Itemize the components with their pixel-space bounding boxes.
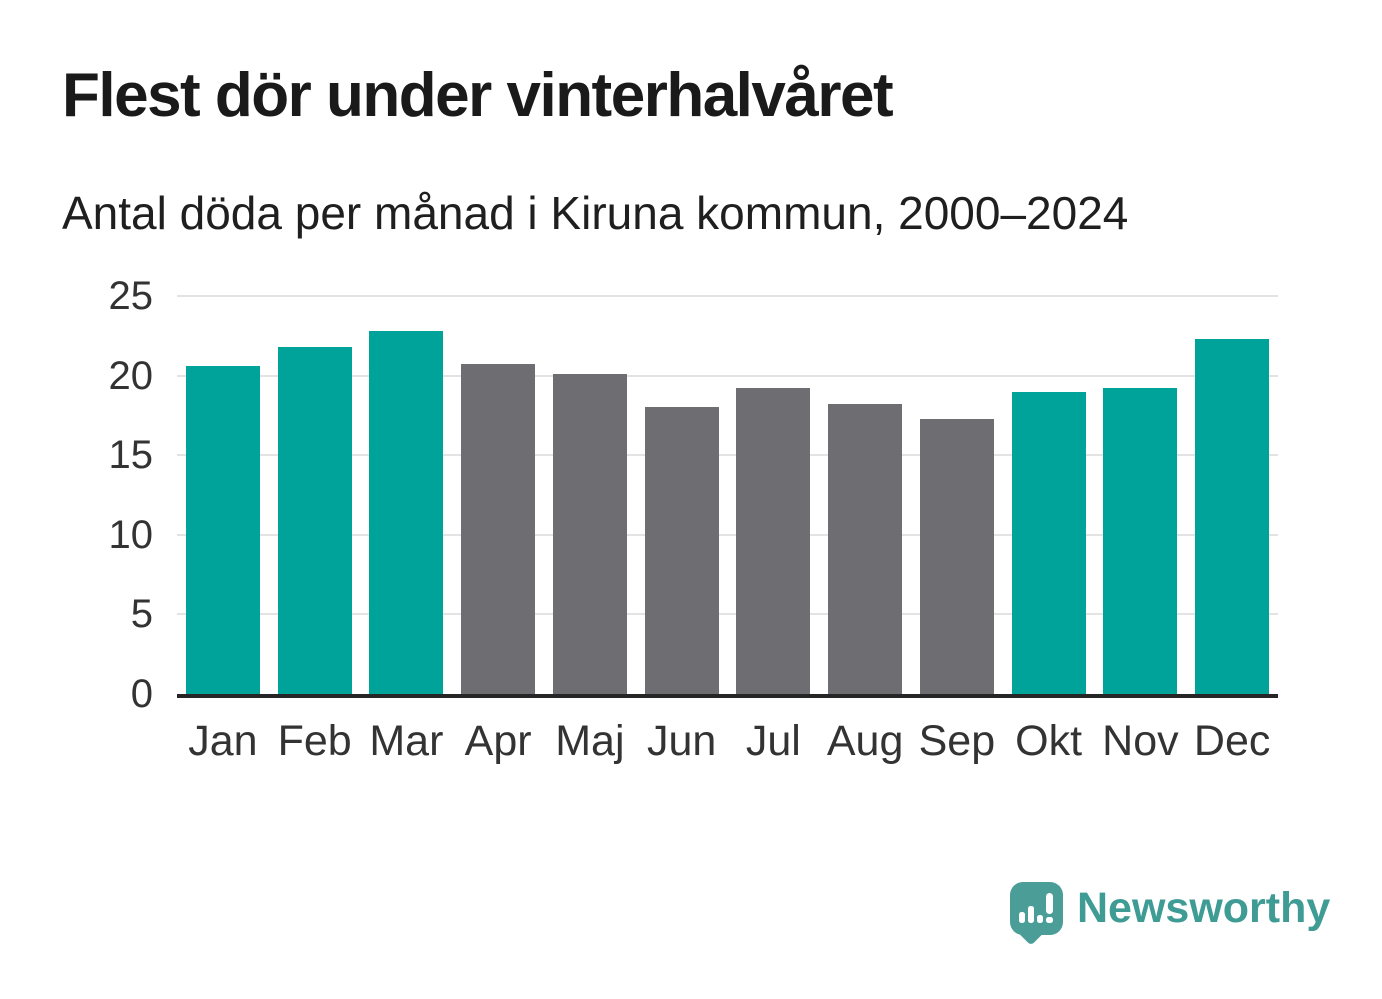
- bar-dec: [1195, 338, 1270, 694]
- logo-exclamation-icon: [1046, 893, 1053, 914]
- y-tick-label-25: 25: [108, 274, 154, 318]
- bar-aug: [828, 404, 903, 694]
- bar-feb: [277, 346, 352, 694]
- bar-jun: [644, 407, 719, 694]
- bar-slot: [269, 296, 361, 694]
- x-tick-label-mar: Mar: [369, 717, 444, 765]
- x-tick-label-aug: Aug: [826, 717, 904, 765]
- brand-name: Newsworthy: [1077, 884, 1331, 932]
- bar-slot: [361, 296, 453, 694]
- logo-bar-short-icon: [1037, 915, 1043, 923]
- bar-slot: [636, 296, 728, 694]
- bar-mar: [369, 331, 444, 694]
- gridline-5: [177, 613, 1278, 616]
- bar-maj: [552, 374, 627, 694]
- bar-slot: [1186, 296, 1278, 694]
- logo-exclamation-dot-icon: [1046, 917, 1053, 923]
- bars-row: [177, 296, 1278, 694]
- x-tick-label-okt: Okt: [1015, 717, 1083, 765]
- newsworthy-logo-icon: [1010, 882, 1063, 935]
- x-tick-label-feb: Feb: [277, 717, 352, 765]
- gridline-10: [177, 533, 1278, 536]
- x-tick-label-dec: Dec: [1193, 717, 1271, 765]
- y-tick-label-5: 5: [130, 592, 153, 637]
- bar-jan: [185, 366, 260, 694]
- bar-slot: [1095, 296, 1187, 694]
- bar-slot: [177, 296, 269, 694]
- bar-slot: [452, 296, 544, 694]
- chart-subtitle: Antal döda per månad i Kiruna kommun, 20…: [62, 187, 1129, 239]
- bar-slot: [819, 296, 911, 694]
- gridline-25: [177, 295, 1278, 297]
- gridline-20: [177, 374, 1278, 377]
- x-tick-label-jul: Jul: [745, 717, 801, 765]
- bar-sep: [919, 418, 994, 694]
- bar-nov: [1103, 388, 1178, 694]
- bar-okt: [1011, 391, 1086, 694]
- logo-bar-tall-icon: [1028, 906, 1034, 923]
- y-tick-label-0: 0: [130, 672, 153, 716]
- bar-slot: [1003, 296, 1095, 694]
- x-axis-line: [177, 694, 1278, 698]
- bar-slot: [544, 296, 636, 694]
- logo-bar-small-icon: [1019, 912, 1025, 923]
- y-tick-label-15: 15: [108, 433, 154, 478]
- bar-slot: [911, 296, 1003, 694]
- x-tick-label-jan: Jan: [188, 717, 258, 765]
- gridline-15: [177, 454, 1278, 457]
- y-tick-label-10: 10: [108, 512, 154, 557]
- page-title: Flest dör under vinterhalvåret: [62, 61, 894, 130]
- x-tick-label-nov: Nov: [1102, 717, 1179, 765]
- bar-jul: [736, 388, 811, 694]
- y-tick-label-20: 20: [108, 353, 154, 398]
- x-labels-row: Jan Feb Mar Apr Maj Jun Jul Aug Sep Okt Nov Dec: [177, 720, 1278, 763]
- bar-chart: Jan Feb Mar Apr Maj Jun Jul Aug Sep Okt Nov Dec 0 5 1…: [109, 276, 1278, 763]
- bar-apr: [461, 364, 536, 694]
- x-tick-label-apr: Apr: [464, 717, 532, 765]
- bar-slot: [728, 296, 820, 694]
- x-tick-label-jun: Jun: [646, 717, 717, 765]
- x-tick-label-maj: Maj: [555, 717, 625, 765]
- x-tick-label-sep: Sep: [918, 717, 996, 765]
